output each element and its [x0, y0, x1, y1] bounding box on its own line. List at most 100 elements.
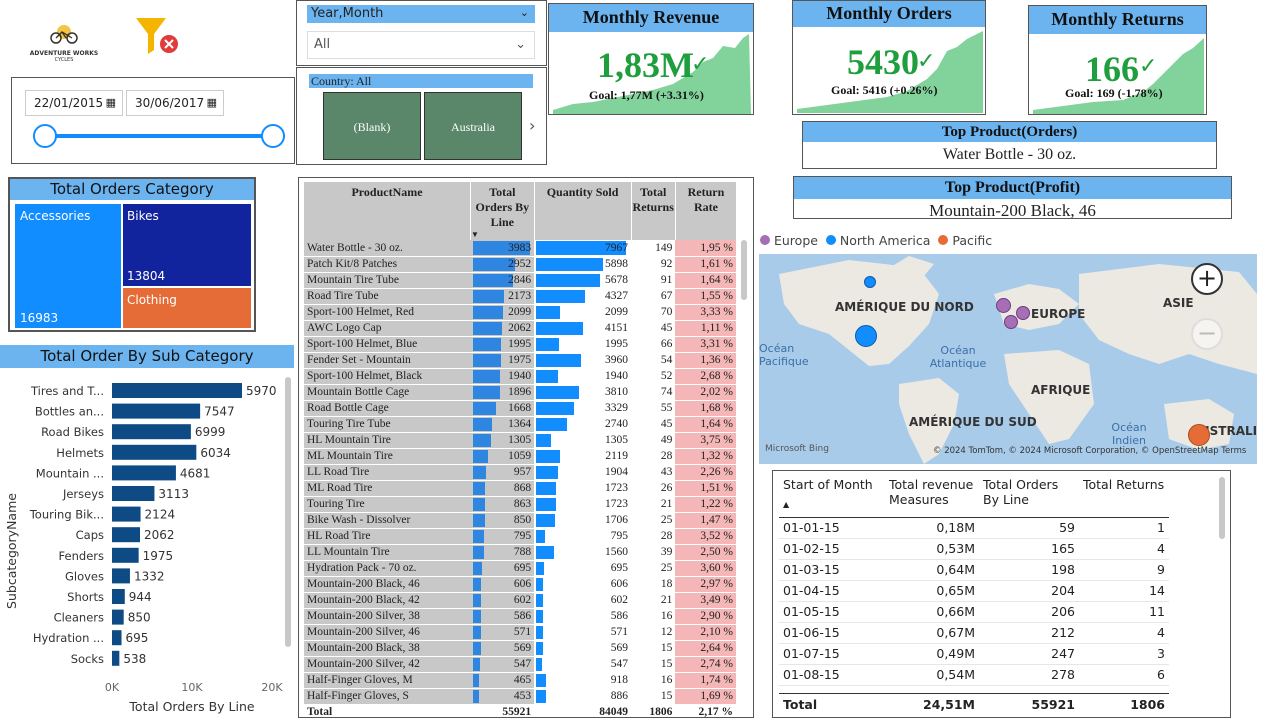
col-product-name[interactable]: ProductName: [304, 182, 472, 240]
subcategory-bar[interactable]: [112, 630, 122, 646]
treemap-clothing[interactable]: Clothing: [123, 288, 251, 328]
table-row[interactable]: LL Mountain Tire 788 1560 39 2,50 %: [304, 544, 736, 561]
end-date-input[interactable]: 30/06/2017 ▦: [126, 90, 224, 116]
col-start-of-month[interactable]: Start of Month ▲: [779, 475, 885, 518]
subcategory-bar[interactable]: [112, 486, 155, 501]
calendar-icon: ▦: [105, 96, 116, 109]
table-row[interactable]: 01-06-15 0,67M 212 4: [779, 622, 1169, 644]
table-row[interactable]: Road Bottle Cage 1668 3329 55 1,68 %: [304, 400, 736, 417]
subcategory-bar[interactable]: [112, 465, 176, 481]
orders-value: 1305: [508, 434, 532, 446]
col-return-rate[interactable]: Return Rate: [687, 185, 725, 214]
start-date-input[interactable]: 22/01/2015 ▦: [25, 90, 123, 116]
table-row[interactable]: Mountain Tire Tube 2846 5678 91 1,64 %: [304, 272, 736, 289]
col-total-orders[interactable]: Total Orders By Line ▼: [470, 182, 535, 240]
country-tile-australia[interactable]: Australia: [424, 92, 522, 160]
table-row[interactable]: Bike Wash - Dissolver 850 1706 25 1,47 %: [304, 512, 736, 529]
table-row[interactable]: Half-Finger Gloves, M 465 918 16 1,74 %: [304, 672, 736, 689]
map-bubble-europe-1[interactable]: [996, 298, 1011, 313]
table-row[interactable]: 01-02-15 0,53M 165 4: [779, 538, 1169, 560]
subcategory-bar[interactable]: [112, 424, 191, 440]
table-row[interactable]: Sport-100 Helmet, Black 1940 1940 52 2,68 %: [304, 368, 736, 385]
country-tile-blank[interactable]: (Blank): [323, 92, 421, 160]
map-bubble-europe-2[interactable]: [1016, 306, 1030, 320]
table-row[interactable]: ML Mountain Tire 1059 2119 28 1,32 %: [304, 448, 736, 465]
subcategory-bar[interactable]: [112, 589, 125, 604]
table-row[interactable]: AWC Logo Cap 2062 4151 45 1,11 %: [304, 320, 736, 337]
orders-value: 1940: [508, 370, 532, 382]
year-month-header[interactable]: Year,Month ⌄: [307, 5, 535, 23]
product-table-scrollbar[interactable]: [741, 240, 747, 300]
map-attribution[interactable]: © 2024 TomTom, © 2024 Microsoft Corporat…: [933, 446, 1247, 456]
table-row[interactable]: 01-04-15 0,65M 204 14: [779, 580, 1169, 602]
date-slider-start-handle[interactable]: [33, 124, 57, 148]
subcategory-bar[interactable]: [112, 547, 139, 563]
table-row[interactable]: Touring Tire Tube 1364 2740 45 1,64 %: [304, 416, 736, 433]
orders-cell: 212: [979, 622, 1079, 644]
subcategory-bar[interactable]: [112, 527, 141, 543]
table-row[interactable]: 01-03-15 0,64M 198 9: [779, 559, 1169, 581]
quantity-value: 795: [610, 530, 628, 542]
orders-value: 1896: [508, 386, 532, 398]
table-row[interactable]: 01-05-15 0,66M 206 11: [779, 601, 1169, 623]
table-row[interactable]: HL Mountain Tire 1305 1305 49 3,75 %: [304, 432, 736, 449]
col-total-returns[interactable]: Total Returns: [631, 182, 676, 240]
table-row[interactable]: Patch Kit/8 Patches 2952 5898 92 1,61 %: [304, 256, 736, 273]
table-row[interactable]: Touring Tire 863 1723 21 1,22 %: [304, 496, 736, 513]
subcategory-bar[interactable]: [112, 444, 197, 460]
table-row[interactable]: Mountain-200 Silver, 46 571 571 12 2,10 %: [304, 624, 736, 641]
table-row[interactable]: Fender Set - Mountain 1975 3960 54 1,36 %: [304, 352, 736, 369]
table-row[interactable]: Sport-100 Helmet, Red 2099 2099 70 3,33 %: [304, 304, 736, 321]
zoom-out-button[interactable]: −: [1191, 318, 1223, 350]
subcategory-bar[interactable]: [112, 609, 124, 625]
col-total-revenue[interactable]: Total revenue Measures: [885, 475, 979, 518]
table-row[interactable]: Road Tire Tube 2173 4327 67 1,55 %: [304, 288, 736, 305]
map-bubble-north-america-large[interactable]: [855, 325, 877, 347]
table-row[interactable]: Sport-100 Helmet, Blue 1995 1995 66 3,31 %: [304, 336, 736, 353]
subcategory-bar[interactable]: [112, 506, 141, 522]
table-row[interactable]: Mountain-200 Black, 42 602 602 21 3,49 %: [304, 592, 736, 609]
date-slider-track[interactable]: [46, 134, 274, 138]
orders-bar: [472, 673, 480, 687]
map-bubble-europe-3[interactable]: [1004, 315, 1018, 329]
subcategory-bar[interactable]: [112, 568, 130, 584]
date-slider-end-handle[interactable]: [261, 124, 285, 148]
clear-filters-button[interactable]: [134, 14, 180, 56]
subcategory-scrollbar[interactable]: [285, 377, 291, 647]
subcategory-bar[interactable]: [112, 383, 242, 398]
table-row[interactable]: 01-07-15 0,49M 247 3: [779, 643, 1169, 665]
table-row[interactable]: 01-08-15 0,54M 278 6: [779, 664, 1169, 686]
table-row[interactable]: Half-Finger Gloves, S 453 886 15 1,69 %: [304, 688, 736, 705]
subcategory-bar[interactable]: [112, 403, 201, 419]
table-row[interactable]: Hydration Pack - 70 oz. 695 695 25 3,60 %: [304, 560, 736, 577]
treemap-bikes[interactable]: Bikes 13804: [123, 204, 251, 286]
table-row[interactable]: Mountain Bottle Cage 1896 3810 74 2,02 %: [304, 384, 736, 401]
map-bubble-pacific[interactable]: [1188, 424, 1210, 446]
quantity-cell: 1723: [534, 480, 631, 497]
map-label-north-america: AMÉRIQUE DU NORD: [835, 300, 974, 314]
col-monthly-total-returns[interactable]: Total Returns: [1079, 475, 1169, 518]
year-month-dropdown[interactable]: All ⌄: [307, 31, 535, 59]
table-row[interactable]: Mountain-200 Silver, 42 547 547 15 2,74 %: [304, 656, 736, 673]
col-monthly-total-orders[interactable]: Total Orders By Line: [979, 475, 1079, 518]
map-bubble-north-america-small[interactable]: [864, 276, 876, 288]
monthly-table-scrollbar[interactable]: [1219, 477, 1225, 539]
table-row[interactable]: HL Road Tire 795 795 28 3,52 %: [304, 528, 736, 545]
col-quantity-sold[interactable]: Quantity Sold: [534, 182, 632, 240]
treemap-accessories[interactable]: Accessories 16983: [15, 204, 121, 328]
x-tick-label: 0K: [105, 681, 120, 694]
zoom-in-button[interactable]: +: [1191, 263, 1223, 295]
table-row[interactable]: Water Bottle - 30 oz. 3983 7967 149 1,95 %: [304, 240, 736, 257]
table-row[interactable]: LL Road Tire 957 1904 43 2,26 %: [304, 464, 736, 481]
table-row[interactable]: Mountain-200 Black, 46 606 606 18 2,97 %: [304, 576, 736, 593]
quantity-value: 569: [610, 642, 628, 654]
table-row[interactable]: 01-01-15 0,18M 59 1: [779, 517, 1169, 539]
table-row[interactable]: Mountain-200 Black, 38 569 569 15 2,64 %: [304, 640, 736, 657]
table-row[interactable]: ML Road Tire 868 1723 26 1,51 %: [304, 480, 736, 497]
chevron-right-icon[interactable]: ›: [529, 116, 536, 135]
orders-bar: [472, 689, 479, 703]
total-return-rate: 2,17 %: [675, 704, 736, 717]
world-map[interactable]: AMÉRIQUE DU NORD EUROPE ASIE Océan Atlan…: [759, 254, 1257, 464]
subcategory-bar[interactable]: [112, 650, 120, 666]
table-row[interactable]: Mountain-200 Silver, 38 586 586 16 2,90 %: [304, 608, 736, 625]
